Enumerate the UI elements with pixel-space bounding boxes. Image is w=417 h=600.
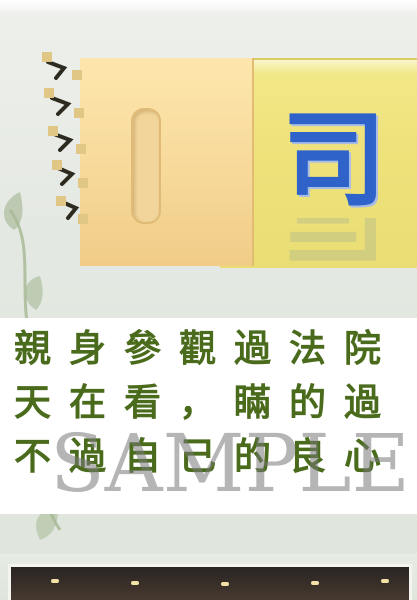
ceiling-light bbox=[311, 581, 319, 585]
binding-stitches bbox=[42, 52, 88, 224]
paper-tag bbox=[80, 58, 254, 266]
caption-panel bbox=[0, 318, 417, 514]
sample-watermark: SAMPLE bbox=[50, 417, 410, 510]
reflection-glyph: 司 bbox=[282, 218, 386, 266]
interior-photo bbox=[8, 564, 412, 600]
ceiling-light bbox=[381, 579, 389, 583]
tag-hole bbox=[131, 108, 161, 224]
caption-line-3: 不過自己的良心 bbox=[14, 435, 399, 478]
ceiling-light bbox=[221, 582, 229, 586]
ceiling-light bbox=[131, 581, 139, 585]
caption-line-1: 親身參觀過法院 bbox=[14, 327, 399, 370]
banner-title-char: 司 bbox=[282, 99, 387, 221]
top-frame bbox=[0, 0, 417, 12]
caption-line-2: 天在看，瞞的過 bbox=[14, 381, 399, 424]
banner-shine bbox=[220, 60, 417, 74]
banner-title-reflection: 司 bbox=[282, 218, 386, 266]
ceiling-light bbox=[51, 579, 59, 583]
